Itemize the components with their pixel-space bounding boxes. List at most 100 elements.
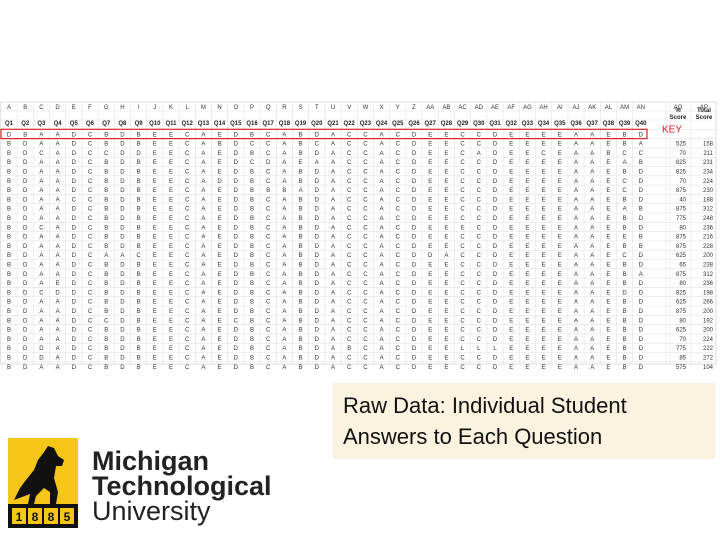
total-cell: 236 [703,281,714,287]
score-cell: 875 [676,235,687,241]
column-letter: D [55,105,60,111]
logo-digit-box [44,508,58,524]
total-cell: 272 [703,356,714,362]
column-letter: K [169,105,173,111]
caption-box [333,383,715,459]
sheet-bg [0,101,717,365]
question-header: Q8 [118,121,127,127]
total-cell: 211 [703,151,713,157]
column-letter: AN [637,105,645,111]
column-letter: Z [412,105,416,111]
column-letter: N [217,105,221,111]
logo-husky [14,446,64,504]
score-header: Score [670,115,687,121]
column-letter: AK [588,105,596,111]
score-cell: 85 [679,356,686,362]
column-letter: T [315,105,319,111]
column-letter: G [104,105,109,111]
column-letter: C [39,105,44,111]
question-header: Q3 [37,121,46,127]
question-header: Q32 [506,121,518,127]
question-header: Q28 [441,121,453,127]
question-header: Q25 [392,121,404,127]
question-header: Q21 [327,121,339,127]
column-letter: AB [442,105,450,111]
score-cell: 80 [679,225,686,231]
total-cell: 200 [703,328,714,334]
score-cell: 775 [676,216,687,222]
column-letter: R [282,105,287,111]
score-cell: 825 [676,290,687,296]
column-letter: Q [266,105,271,111]
column-letter: A [7,105,11,111]
total-cell: 234 [703,170,714,176]
question-header: Q18 [279,121,291,127]
total-cell: 228 [703,244,714,250]
logo-name: Michigan [92,446,209,476]
score-cell: 875 [676,244,687,250]
score-cell: 875 [676,207,687,213]
question-header: Q7 [102,121,111,127]
column-letter: AG [523,105,532,111]
spreadsheet: A B C D E F G H I J K L M N O P Q R S T U V W X Y Z AA AB AC AD AE AF AG… [0,101,717,371]
score-cell: 70 [679,179,686,185]
column-letter: B [23,105,27,111]
question-header: Q34 [538,121,550,127]
score-cell: 80 [679,318,686,324]
question-header: Q40 [635,121,647,127]
column-letter: Y [396,105,400,111]
column-letter: F [88,105,92,111]
column-letter: E [72,105,76,111]
question-header: Q1 [5,121,14,127]
score-cell: 80 [679,281,686,287]
question-header: Q29 [457,121,469,127]
column-letter: L [186,105,190,111]
column-letter: AO [674,105,683,111]
column-letter: AC [458,105,467,111]
logo-digit-box [60,508,74,524]
question-header: Q9 [135,121,144,127]
score-cell: 825 [676,170,687,176]
total-cell: 200 [703,309,714,315]
total-cell: 222 [703,346,714,352]
column-letter: AF [507,105,515,111]
total-cell: 192 [703,318,714,324]
key-highlight [0,128,648,140]
score-cell: 625 [676,253,687,259]
total-cell: 236 [703,225,714,231]
column-letter: AM [620,105,629,111]
score-cell: 825 [676,160,687,166]
score-cell: 40 [679,197,686,203]
question-header: Q11 [165,121,177,127]
column-letter: M [201,105,206,111]
column-letter: AI [557,105,563,111]
question-header: Q27 [425,121,437,127]
total-cell: 158 [703,142,714,148]
column-letter: W [363,105,369,111]
total-cell: 312 [703,272,714,278]
question-header: Q12 [182,121,194,127]
question-header: Q38 [603,121,615,127]
question-header: Q37 [587,121,599,127]
total-cell: 188 [703,197,714,203]
question-header: Q31 [489,121,501,127]
column-letter: I [138,105,140,111]
caption-line: Raw Data: Individual Student [343,393,627,418]
total-cell: 198 [703,290,714,296]
column-letter: S [299,105,303,111]
question-header: Q17 [263,121,275,127]
total-cell: 312 [703,207,714,213]
column-letter: H [120,105,124,111]
question-header: Q16 [246,121,258,127]
question-header: Q36 [570,121,582,127]
logo-name: University [92,496,211,526]
total-cell: 238 [703,263,714,269]
score-cell: 575 [676,365,687,371]
total-cell: 200 [703,253,714,259]
question-header: Q30 [473,121,485,127]
column-letter: AA [426,105,434,111]
column-letter: AP [700,105,708,111]
logo-name: Technological [92,471,272,501]
score-cell: 875 [676,309,687,315]
column-letter: X [380,105,384,111]
